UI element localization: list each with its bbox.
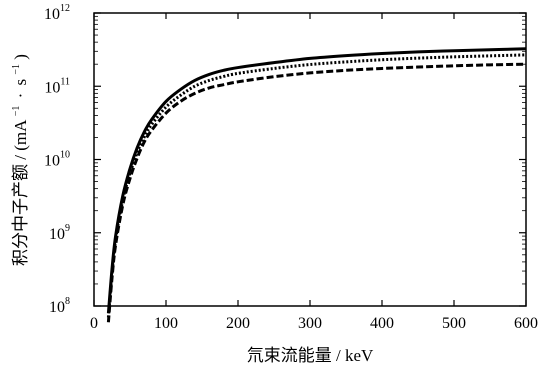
y-tick-base: 10	[49, 226, 65, 243]
y-axis-label-exp1: −1	[11, 106, 22, 117]
x-tick-label: 600	[514, 315, 538, 332]
series-line-dashed	[106, 62, 527, 323]
y-tick-base: 10	[44, 6, 60, 23]
y-axis-label-unit: s	[11, 79, 30, 86]
y-tick-label: 1011	[44, 76, 70, 96]
x-axis-label: 氘束流能量 / keV	[247, 346, 374, 365]
y-tick-label: 109	[49, 223, 70, 243]
y-tick-base: 10	[44, 153, 60, 170]
series-line-solid	[106, 47, 527, 314]
x-tick-label: 100	[154, 315, 178, 332]
y-tick-exponent: 9	[65, 223, 70, 234]
y-axis-label-dot: ·	[11, 93, 30, 99]
y-tick-exponent: 10	[60, 150, 70, 161]
x-tick-label: 200	[226, 315, 250, 332]
y-axis-label-exp2: −1	[11, 64, 22, 75]
y-tick-label: 1010	[44, 150, 70, 170]
y-tick-label: 1012	[44, 3, 70, 23]
y-axis-label-main: 积分中子产额 / (mA	[11, 119, 30, 266]
x-tick-label: 300	[298, 315, 322, 332]
x-tick-label: 500	[442, 315, 466, 332]
x-tick-label: 0	[90, 315, 98, 332]
y-tick-base: 10	[49, 299, 65, 316]
series-line-dotted	[106, 53, 527, 318]
y-tick-exponent: 8	[65, 296, 70, 307]
series-layer	[106, 47, 527, 323]
y-axis-label-close: )	[11, 54, 30, 60]
x-tick-label: 400	[370, 315, 394, 332]
y-axis-label: 积分中子产额 / (mA −1 · s −1 )	[4, 54, 30, 266]
y-tick-label: 108	[49, 296, 70, 316]
x-axis-ticks: 0 100 200 300 400 500 600	[90, 13, 538, 332]
y-tick-exponent: 12	[60, 3, 70, 14]
y-tick-exponent: 11	[60, 76, 70, 87]
y-tick-base: 10	[44, 79, 60, 96]
